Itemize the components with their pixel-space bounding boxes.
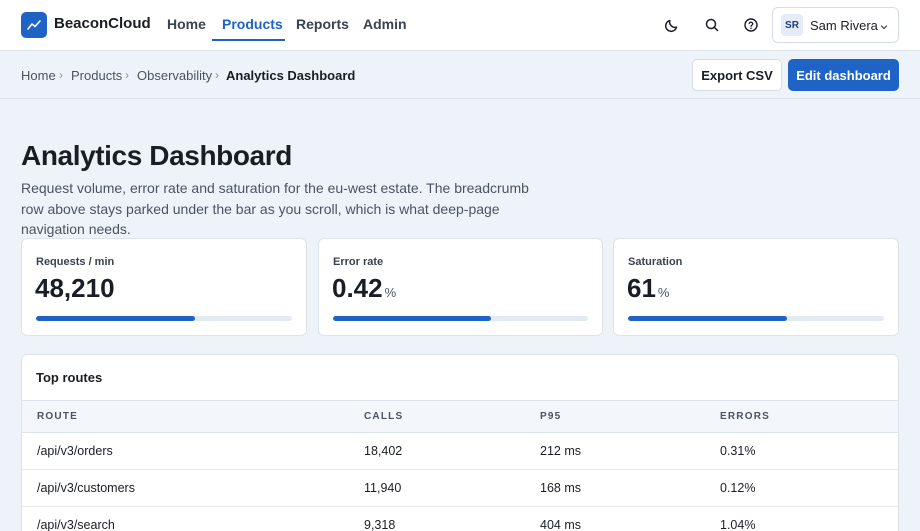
user-name: Sam Rivera xyxy=(810,18,878,33)
column-header-p95[interactable]: P95 xyxy=(540,411,562,422)
nav-reports[interactable]: Reports xyxy=(296,16,349,32)
help-icon[interactable] xyxy=(740,14,762,36)
nav-active-indicator xyxy=(212,39,285,41)
cell-route: /api/v3/orders xyxy=(37,444,113,458)
export-csv-button[interactable]: Export CSV xyxy=(692,59,782,91)
breadcrumb-observability[interactable]: Observability xyxy=(137,68,213,83)
cell-errors: 1.04% xyxy=(720,518,756,531)
page-description: Request volume, error rate and saturatio… xyxy=(21,180,529,237)
brand-name[interactable]: BeaconCloud xyxy=(54,15,151,32)
stat-label: Error rate xyxy=(333,256,384,268)
stat-value: 48,210 xyxy=(35,273,115,303)
breadcrumb-home[interactable]: Home xyxy=(21,68,56,83)
cell-calls: 11,940 xyxy=(364,481,402,495)
avatar: SR xyxy=(781,14,803,36)
logo-chart-icon[interactable] xyxy=(21,12,47,38)
cell-errors: 0.12% xyxy=(720,481,756,495)
edit-dashboard-button[interactable]: Edit dashboard xyxy=(788,59,899,91)
column-header-route[interactable]: ROUTE xyxy=(37,411,78,422)
breadcrumb-bar: Home › Products › Observability › Analyt… xyxy=(0,51,920,99)
search-icon[interactable] xyxy=(701,14,723,36)
stat-card-saturation: Saturation 61% xyxy=(613,238,899,336)
top-navbar: BeaconCloud Home Products Reports Admin … xyxy=(0,0,920,51)
panel-title: Top routes xyxy=(36,370,103,385)
stat-label: Requests / min xyxy=(36,256,115,268)
cell-route: /api/v3/customers xyxy=(37,481,135,495)
cell-errors: 0.31% xyxy=(720,444,756,458)
nav-products[interactable]: Products xyxy=(222,16,283,32)
chevron-down-icon xyxy=(879,19,889,37)
stat-card-requests: Requests / min 48,210 xyxy=(21,238,307,336)
table-row[interactable]: /api/v3/customers 11,940 168 ms 0.12% xyxy=(22,470,898,507)
stat-progress-bar xyxy=(333,316,588,321)
nav-home[interactable]: Home xyxy=(167,16,206,32)
stat-progress-bar xyxy=(628,316,884,321)
stat-label: Saturation xyxy=(628,256,683,268)
table-row[interactable]: /api/v3/search 9,318 404 ms 1.04% xyxy=(22,507,898,531)
cell-p95: 212 ms xyxy=(540,444,581,458)
stat-value: 0.42% xyxy=(332,273,397,303)
column-header-calls[interactable]: CALLS xyxy=(364,411,404,422)
breadcrumb-separator: › xyxy=(59,68,63,82)
breadcrumb-current: Analytics Dashboard xyxy=(226,68,356,83)
cell-route: /api/v3/search xyxy=(37,518,115,531)
cell-p95: 168 ms xyxy=(540,481,581,495)
table-header: ROUTE CALLS P95 ERRORS xyxy=(22,400,898,433)
nav-admin[interactable]: Admin xyxy=(363,16,407,32)
cell-calls: 9,318 xyxy=(364,518,396,531)
breadcrumb-separator: › xyxy=(215,68,219,82)
stat-progress-bar xyxy=(36,316,292,321)
stat-value: 61% xyxy=(627,273,670,303)
breadcrumb-products[interactable]: Products xyxy=(71,68,123,83)
table-row[interactable]: /api/v3/orders 18,402 212 ms 0.31% xyxy=(22,433,898,470)
top-routes-panel: Top routes ROUTE CALLS P95 ERRORS /api/v… xyxy=(21,354,899,531)
moon-icon[interactable] xyxy=(661,14,683,36)
user-menu-button[interactable]: SR Sam Rivera xyxy=(772,7,899,43)
cell-calls: 18,402 xyxy=(364,444,403,458)
page-title: Analytics Dashboard xyxy=(21,140,292,171)
cell-p95: 404 ms xyxy=(540,518,581,531)
stat-card-error-rate: Error rate 0.42% xyxy=(318,238,603,336)
column-header-errors[interactable]: ERRORS xyxy=(720,411,770,422)
breadcrumb-separator: › xyxy=(125,68,129,82)
